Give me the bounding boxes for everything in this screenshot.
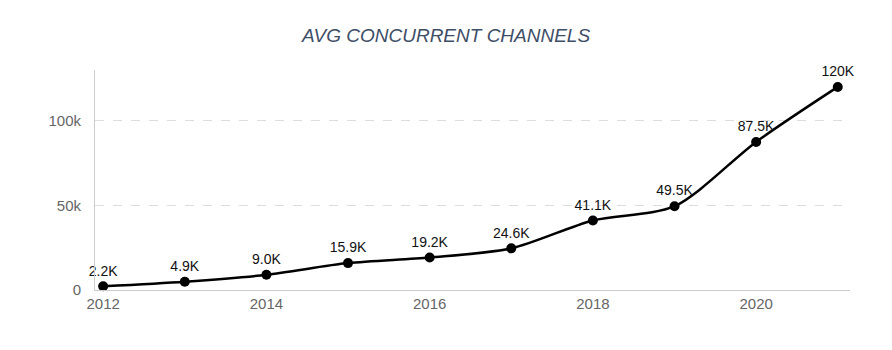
svg-text:49.5K: 49.5K (656, 182, 693, 198)
svg-text:2014: 2014 (250, 295, 283, 312)
svg-text:19.2K: 19.2K (411, 234, 448, 250)
svg-text:4.9K: 4.9K (170, 258, 199, 274)
svg-text:2016: 2016 (413, 295, 446, 312)
svg-text:2.2K: 2.2K (89, 263, 118, 279)
svg-text:2012: 2012 (86, 295, 119, 312)
svg-text:2018: 2018 (576, 295, 609, 312)
svg-text:0: 0 (73, 281, 81, 298)
svg-text:87.5K: 87.5K (738, 118, 775, 134)
svg-text:120K: 120K (821, 63, 854, 79)
svg-text:41.1K: 41.1K (575, 197, 612, 213)
svg-text:2020: 2020 (739, 295, 772, 312)
svg-text:AVG CONCURRENT CHANNELS: AVG CONCURRENT CHANNELS (301, 25, 591, 46)
svg-text:24.6K: 24.6K (493, 225, 530, 241)
svg-text:15.9K: 15.9K (330, 239, 367, 255)
svg-text:100k: 100k (48, 112, 81, 129)
svg-text:9.0K: 9.0K (252, 251, 281, 267)
svg-text:50k: 50k (57, 197, 82, 214)
